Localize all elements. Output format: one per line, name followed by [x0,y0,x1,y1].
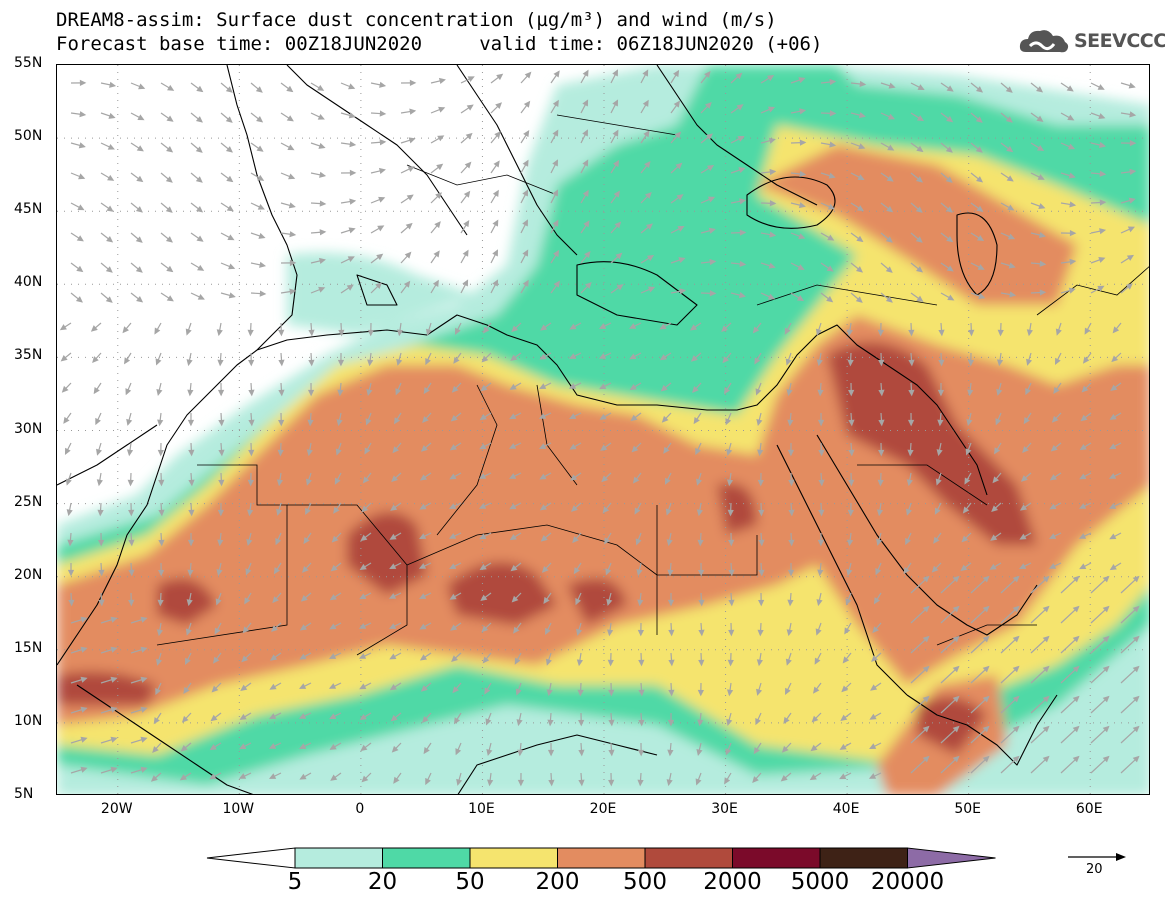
colorbar-label: 20000 [870,869,945,895]
longitude-label: 60E [1075,801,1103,817]
colorbar-cell [557,847,646,869]
colorbar-label: 20 [367,869,398,895]
wind-reference-label: 20 [1086,862,1103,877]
colorbar-cell [294,847,383,869]
map-subtitle: Forecast base time: 00Z18JUN2020 valid t… [56,33,823,55]
colorbar-cell [907,847,996,869]
colorbar-label: 5 [287,869,303,895]
map-title: DREAM8-assim: Surface dust concentration… [56,9,777,31]
longitude-label: 20W [100,801,133,817]
wind-reference-arrow [1068,853,1126,861]
dust-map [56,64,1150,795]
colorbar-cell [469,847,558,869]
dust-field [57,65,1149,794]
latitude-label: 35N [14,347,43,364]
longitude-label: 20E [589,801,617,817]
longitude-label: 10W [222,801,255,817]
latitude-label: 45N [14,201,43,218]
colorbar-label: 50 [455,869,485,895]
seevccc-logo: SEEVCCC [1018,26,1165,56]
colorbar-label: 2000 [703,869,762,895]
latitude-label: 10N [14,712,43,729]
colorbar [206,847,996,869]
colorbar-label: 5000 [790,869,850,895]
longitude-label: 40E [832,801,860,817]
latitude-label: 20N [14,566,43,583]
wind-vectors [59,69,1140,787]
longitude-label: 50E [954,801,981,817]
coastlines [57,65,1058,794]
latitude-label: 50N [14,128,43,145]
colorbar-cell [732,847,821,869]
latitude-label: 5N [14,786,34,802]
colorbar-cell [382,847,471,869]
latitude-label: 15N [14,639,43,656]
logo-text: SEEVCCC [1074,30,1165,52]
longitude-label: 0 [355,801,365,817]
longitude-label: 10E [468,801,495,817]
colorbar-cell [819,847,908,869]
cloud-icon [1019,30,1069,53]
latitude-label: 40N [14,274,43,291]
colorbar-cell [644,847,733,869]
latitude-label: 25N [14,493,43,510]
dust-map-canvas [57,65,1149,794]
colorbar-label: 500 [623,869,667,895]
longitude-label: 30E [711,801,738,817]
latitude-label: 30N [14,420,43,437]
colorbar-label: 200 [535,869,580,895]
latitude-label: 55N [14,55,43,71]
colorbar-cell [206,847,296,869]
